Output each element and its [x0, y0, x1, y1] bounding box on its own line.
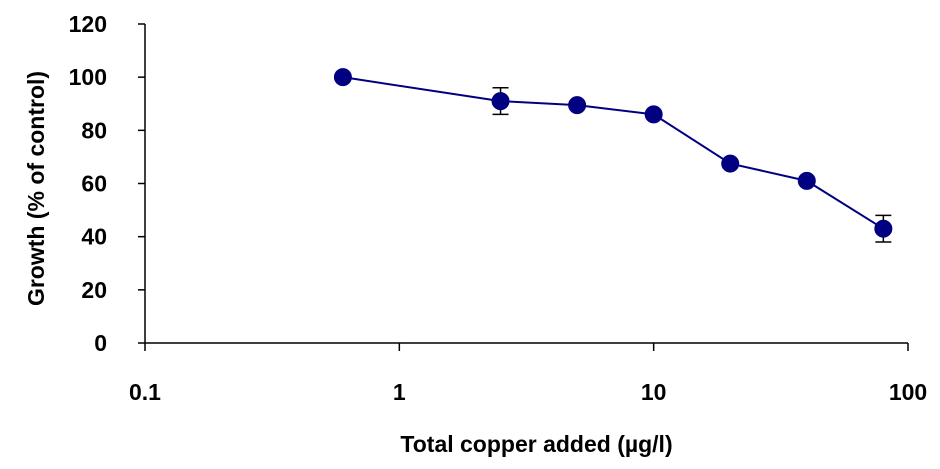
y-tick-label: 20	[81, 277, 107, 303]
y-tick-label: 80	[81, 117, 107, 143]
x-axis-title: Total copper added (µg/l)	[400, 431, 672, 457]
x-tick-label: 0.1	[129, 379, 161, 405]
y-axis-title: Growth (% of control)	[23, 71, 49, 306]
x-tick-label: 1	[393, 379, 406, 405]
x-axis-ticks: 0.1 1 10 100	[129, 343, 927, 405]
y-tick-label: 60	[81, 171, 107, 197]
data-point	[568, 96, 587, 115]
data-series	[333, 68, 893, 243]
x-tick-label: 10	[641, 379, 667, 405]
data-point	[797, 171, 816, 190]
y-tick-label: 40	[81, 224, 107, 250]
series-line	[342, 76, 884, 230]
data-point	[491, 92, 510, 111]
data-point	[721, 154, 740, 173]
data-point	[333, 68, 352, 87]
y-tick-label: 100	[69, 64, 107, 90]
data-point	[644, 105, 663, 124]
chart-axes	[144, 24, 908, 344]
x-tick-label: 100	[889, 379, 927, 405]
y-tick-label: 0	[94, 330, 107, 356]
y-tick-label: 120	[69, 11, 107, 37]
data-point	[874, 219, 893, 238]
y-axis-ticks: 0 20 40 60 80 100 120	[69, 11, 145, 356]
